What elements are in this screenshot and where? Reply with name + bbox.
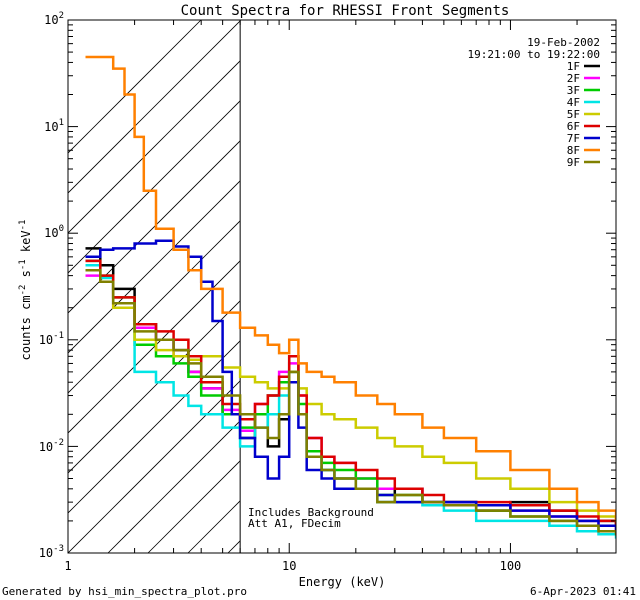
x-tick-label: 100 (500, 559, 522, 573)
annotation-attenuator: Att A1, FDecim (248, 517, 341, 530)
series-line-8F (85, 55, 616, 523)
legend-label-6F: 6F (567, 120, 580, 133)
series-lines (85, 55, 616, 539)
footer-timestamp: 6-Apr-2023 01:41 (530, 585, 636, 598)
legend-label-2F: 2F (567, 72, 580, 85)
hatched-region (68, 20, 241, 553)
hatch-line (68, 60, 241, 234)
series-line-9F (85, 268, 616, 536)
chart-title: Count Spectra for RHESSI Front Segments (181, 3, 510, 19)
annotation-background: Includes Background (248, 506, 374, 519)
hatch-line (68, 340, 241, 514)
x-tick-labels: 1 10 100 (64, 559, 521, 573)
y-axis (68, 19, 616, 554)
legend-label-8F: 8F (567, 144, 580, 157)
hatch-line (107, 420, 241, 553)
legend-label-7F: 7F (567, 132, 580, 145)
hatch-line (68, 20, 202, 154)
hatch-line (68, 180, 241, 354)
hatch-line (68, 140, 241, 314)
legend-label-9F: 9F (567, 156, 580, 169)
hatch-line (68, 100, 241, 274)
hatch-line (68, 380, 241, 553)
plot-frame (67, 19, 617, 554)
legend-label-1F: 1F (567, 60, 580, 73)
x-axis-label: Energy (keV) (299, 575, 386, 589)
hatch-line (68, 300, 241, 474)
y-axis-label: counts cm-2 s-1 keV-1 (18, 220, 33, 361)
footer-generated-by: Generated by hsi_min_spectra_plot.pro (2, 585, 247, 598)
hatch-line (68, 220, 241, 394)
hatch-line (147, 460, 241, 553)
x-axis (67, 20, 617, 553)
observation-time-range: 19:21:00 to 19:22:00 (468, 48, 600, 61)
legend-label-5F: 5F (567, 108, 580, 121)
legend-label-3F: 3F (567, 84, 580, 97)
legend-label-4F: 4F (567, 96, 580, 109)
x-tick-label: 10 (282, 559, 296, 573)
hatch-line (68, 20, 241, 194)
x-tick-label: 1 (64, 559, 71, 573)
series-line-5F (85, 268, 616, 523)
hatch-line (68, 260, 241, 434)
observation-date: 19-Feb-2002 (527, 36, 600, 49)
